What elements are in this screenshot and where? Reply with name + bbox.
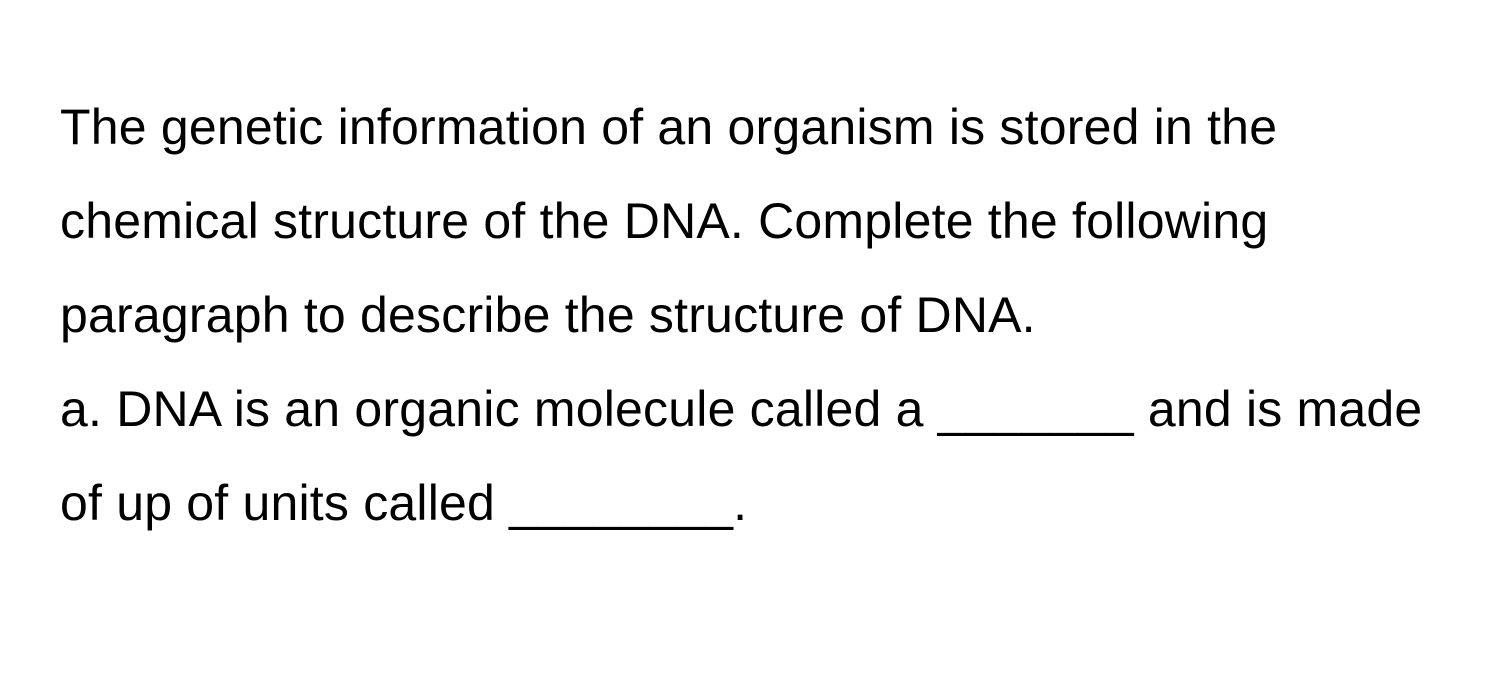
intro-paragraph: The genetic information of an organism i… xyxy=(60,80,1440,362)
document-container: The genetic information of an organism i… xyxy=(0,0,1500,688)
question-a: a. DNA is an organic molecule called a _… xyxy=(60,362,1440,550)
